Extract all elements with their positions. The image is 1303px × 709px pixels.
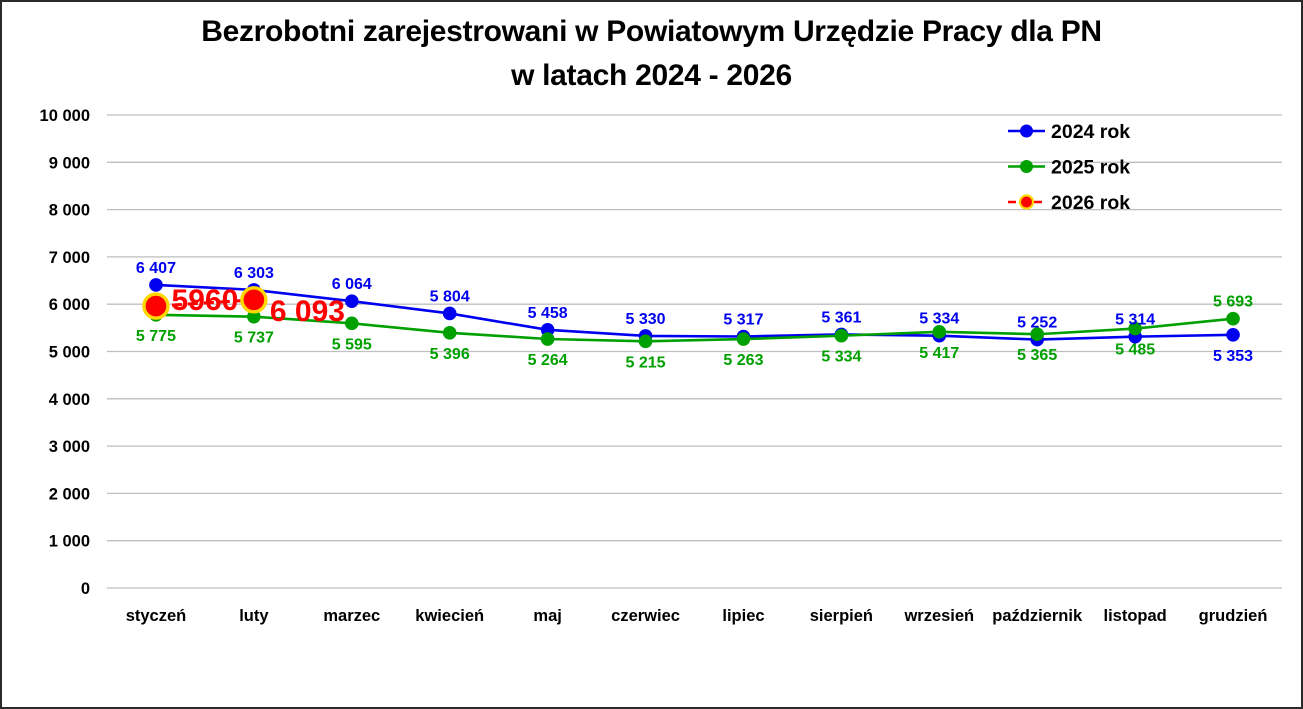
data-label: 5 263 xyxy=(723,352,763,369)
data-label: 5 317 xyxy=(723,312,763,329)
chart-title: Bezrobotni zarejestrowani w Powiatowym U… xyxy=(2,10,1301,98)
x-axis-month-label: luty xyxy=(239,607,269,625)
data-label: 5 458 xyxy=(528,305,568,322)
legend-label: 2026 rok xyxy=(1051,192,1130,214)
data-label: 5 804 xyxy=(430,288,470,305)
x-axis-month-label: grudzień xyxy=(1199,607,1268,625)
x-axis-month-label: lipiec xyxy=(722,607,764,625)
legend-marker-swatch xyxy=(1020,124,1033,138)
x-axis-month-label: styczeń xyxy=(126,607,187,625)
x-axis-month-label: wrzesień xyxy=(903,607,974,625)
data-label: 5 264 xyxy=(528,352,568,369)
y-axis-tick-label: 9 000 xyxy=(49,154,90,172)
x-axis-month-label: kwiecień xyxy=(415,607,484,625)
data-label: 5 365 xyxy=(1017,347,1057,364)
legend-marker-swatch xyxy=(1020,160,1033,173)
data-point-2025-rok xyxy=(932,324,947,339)
chart-title-line1: Bezrobotni zarejestrowani w Powiatowym U… xyxy=(201,15,1102,48)
data-label: 6 064 xyxy=(332,276,372,293)
data-point-2025-rok xyxy=(344,316,359,331)
y-axis-tick-label: 1 000 xyxy=(49,533,90,551)
data-label: 5 396 xyxy=(430,346,470,363)
data-point-2025-rok xyxy=(638,334,653,349)
legend-item-2026-rok xyxy=(1008,194,1045,210)
legend-label: 2024 rok xyxy=(1051,121,1130,143)
x-axis-month-label: sierpień xyxy=(810,607,873,625)
data-label: 5 334 xyxy=(821,349,861,366)
data-point-2025-rok xyxy=(442,325,457,340)
data-label: 5 314 xyxy=(1115,312,1155,329)
data-label: 5 334 xyxy=(919,311,959,328)
data-point-2025-rok xyxy=(247,309,261,324)
y-axis-tick-label: 3 000 xyxy=(49,438,90,456)
data-label: 5 215 xyxy=(626,354,666,371)
y-axis-tick-label: 4 000 xyxy=(49,391,90,409)
data-label: 5 417 xyxy=(919,345,959,362)
x-axis-month-label: marzec xyxy=(323,607,380,625)
data-label: 5 330 xyxy=(626,311,666,328)
series-line-2025-rok xyxy=(155,313,1234,343)
data-point-2024-rok xyxy=(1226,328,1240,342)
data-point-2025-rok xyxy=(736,332,751,346)
y-axis-tick-label: 8 000 xyxy=(49,202,90,220)
y-axis-tick-label: 0 xyxy=(81,580,90,598)
legend-item-2025-rok xyxy=(1008,160,1045,173)
x-axis-month-label: czerwiec xyxy=(611,607,680,625)
y-axis-tick-label: 10 000 xyxy=(40,107,90,125)
x-axis-month-label: listopad xyxy=(1103,607,1166,625)
data-point-2025-rok xyxy=(540,332,555,346)
data-point-2026-rok xyxy=(142,292,170,320)
data-label: 6 407 xyxy=(136,260,176,277)
x-axis-month-label: maj xyxy=(533,607,561,625)
data-point-2025-rok xyxy=(834,328,849,343)
data-point-2024-rok xyxy=(442,306,457,321)
data-label: 5 595 xyxy=(332,336,372,353)
y-axis-tick-label: 7 000 xyxy=(49,249,90,267)
data-label: 5 353 xyxy=(1213,348,1253,365)
highlight-data-label: 5960 xyxy=(172,284,239,317)
data-label: 5 361 xyxy=(821,309,861,326)
data-label: 5 252 xyxy=(1017,315,1057,332)
chart-title-line2: w latach 2024 - 2026 xyxy=(511,59,792,92)
data-label: 5 737 xyxy=(234,330,274,347)
data-point-2026-rok xyxy=(240,286,268,314)
x-axis-month-label: październik xyxy=(992,607,1083,625)
y-axis-tick-label: 2 000 xyxy=(49,485,90,503)
data-label: 5 485 xyxy=(1115,342,1155,359)
series-line-2024-rok xyxy=(155,283,1234,341)
data-label: 5 775 xyxy=(136,328,176,345)
series-line-2026-rok xyxy=(155,298,254,308)
data-label: 6 303 xyxy=(234,265,274,282)
data-point-2024-rok xyxy=(344,294,359,308)
data-point-2025-rok xyxy=(1030,327,1045,342)
data-point-2025-rok xyxy=(1226,311,1240,326)
y-axis-tick-label: 5 000 xyxy=(49,344,90,362)
data-label: 5 693 xyxy=(1213,294,1253,311)
highlight-data-label: 6 093 xyxy=(270,295,345,328)
legend-marker-swatch xyxy=(1018,194,1035,210)
legend-item-2024-rok xyxy=(1008,124,1045,138)
data-point-2024-rok xyxy=(149,278,163,292)
y-axis-tick-label: 6 000 xyxy=(49,296,90,314)
data-point-2025-rok xyxy=(1128,321,1142,336)
legend-label: 2025 rok xyxy=(1051,157,1130,179)
